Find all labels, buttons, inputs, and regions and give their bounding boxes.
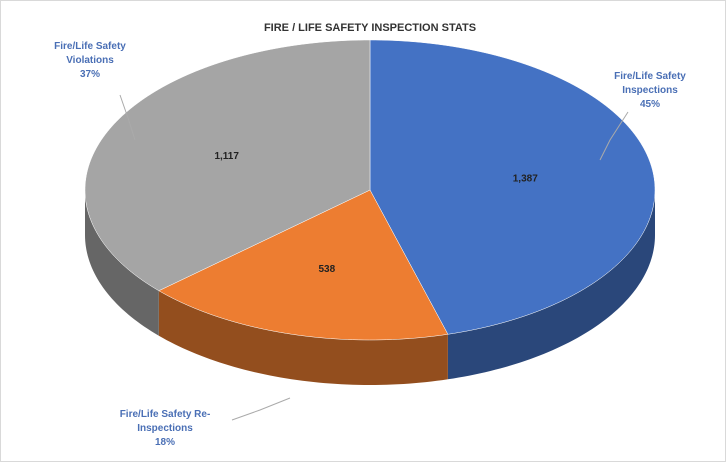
slice [369, 39, 656, 335]
pie: 1,387 538 1,117 [84, 39, 656, 385]
percent-label: 45% [639, 99, 660, 110]
slice-side [85, 190, 159, 336]
category-label: Fire/Life Safety Re-Inspections 18% [105, 408, 225, 450]
percent-label: 18% [154, 437, 175, 448]
slice [84, 39, 371, 292]
slice-side [447, 190, 655, 380]
value-label: 538 [319, 264, 336, 275]
slice-side [158, 290, 448, 385]
leader-line [119, 94, 136, 141]
leader-line [599, 111, 629, 161]
category-name: Fire/Life Safety Inspections [614, 71, 686, 96]
category-name: Fire/Life Safety Violations [54, 41, 126, 66]
leader-line [231, 397, 291, 421]
chart-title: FIRE / LIFE SAFETY INSPECTION STATS [264, 22, 476, 34]
slice [158, 189, 449, 341]
value-label: 1,117 [214, 151, 239, 162]
value-label: 1,387 [513, 173, 538, 184]
category-label: Fire/Life Safety Violations 37% [30, 40, 150, 82]
category-label: Fire/Life Safety Inspections 45% [600, 70, 700, 112]
percent-label: 37% [79, 69, 100, 80]
category-name: Fire/Life Safety Re-Inspections [119, 409, 211, 434]
